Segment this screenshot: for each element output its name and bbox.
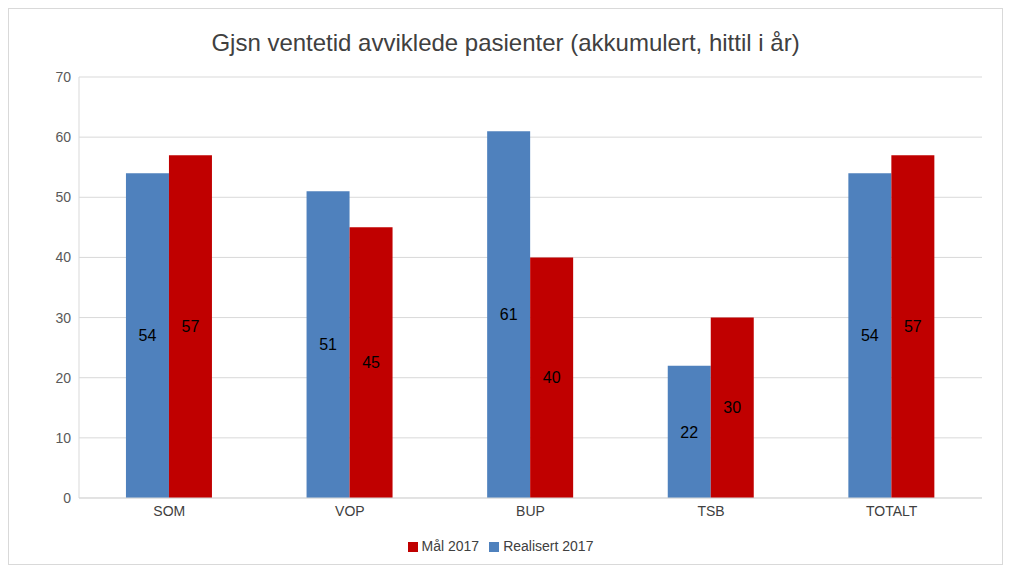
svg-text:30: 30 xyxy=(55,310,71,326)
html-text:Mål 2017: Mål 2017 xyxy=(421,538,480,554)
svg-text:TSB: TSB xyxy=(697,503,724,519)
svg-text:54: 54 xyxy=(861,327,879,344)
html-text:Gjsn ventetid avviklede pasien: Gjsn ventetid avviklede pasienter (akkum… xyxy=(211,29,800,56)
svg-text:57: 57 xyxy=(904,318,922,335)
svg-text:45: 45 xyxy=(362,354,380,371)
html-text:Realisert 2017: Realisert 2017 xyxy=(503,538,594,554)
svg-text:VOP: VOP xyxy=(335,503,365,519)
svg-text:50: 50 xyxy=(55,189,71,205)
svg-text:60: 60 xyxy=(55,129,71,145)
svg-text:61: 61 xyxy=(500,306,518,323)
svg-text:20: 20 xyxy=(55,370,71,386)
svg-text:TOTALT: TOTALT xyxy=(866,503,918,519)
svg-text:57: 57 xyxy=(182,318,200,335)
svg-text:22: 22 xyxy=(680,424,698,441)
svg-text:54: 54 xyxy=(139,327,157,344)
svg-text:0: 0 xyxy=(63,490,71,506)
svg-text:SOM: SOM xyxy=(153,503,185,519)
svg-text:70: 70 xyxy=(55,69,71,85)
svg-text:40: 40 xyxy=(543,369,561,386)
svg-text:30: 30 xyxy=(723,399,741,416)
svg-text:51: 51 xyxy=(319,336,337,353)
svg-text:10: 10 xyxy=(55,430,71,446)
svg-text:BUP: BUP xyxy=(516,503,545,519)
svg-text:40: 40 xyxy=(55,249,71,265)
